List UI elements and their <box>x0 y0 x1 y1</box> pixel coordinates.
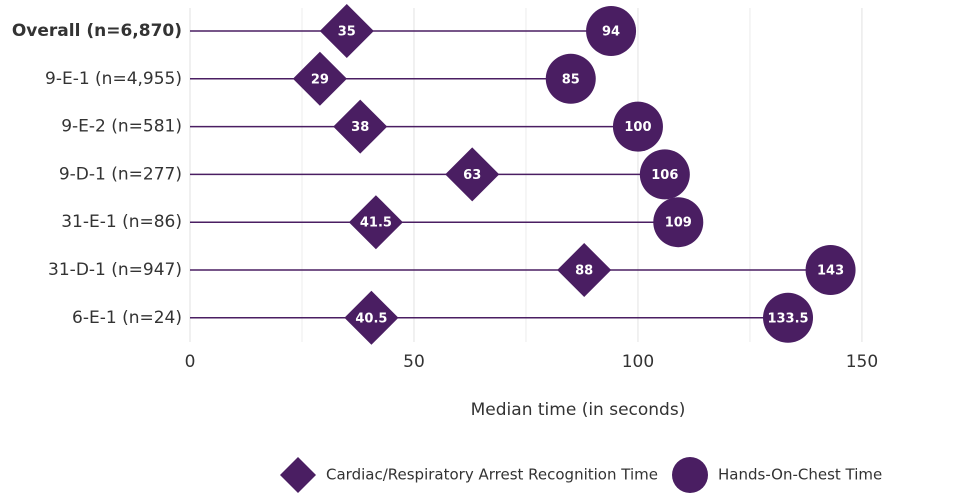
y-tick-label: 31-D-1 (n=947) <box>48 260 182 280</box>
x-tick-label: 0 <box>185 352 196 372</box>
y-tick-label: 31-E-1 (n=86) <box>61 212 182 232</box>
circle-marker <box>653 197 704 248</box>
circle-marker <box>586 6 637 56</box>
value-label: 40.5 <box>355 311 387 326</box>
circle-marker <box>805 245 856 295</box>
circle-marker <box>763 292 814 343</box>
x-tick-label: 150 <box>846 352 878 372</box>
diamond-marker <box>344 290 399 345</box>
value-label: 109 <box>665 216 692 231</box>
legend-marker <box>280 457 316 493</box>
legend-marker <box>672 457 708 493</box>
value-label: 29 <box>311 72 329 87</box>
value-label: 85 <box>562 72 580 87</box>
value-label: 94 <box>602 25 620 40</box>
diamond-marker <box>348 195 403 250</box>
x-axis-title: Median time (in seconds) <box>471 400 686 420</box>
diamond-marker <box>292 51 347 106</box>
y-tick-label: 9-D-1 (n=277) <box>59 164 182 184</box>
value-label: 133.5 <box>767 311 808 326</box>
value-label: 88 <box>575 264 593 279</box>
diamond-marker <box>333 99 388 154</box>
x-tick-label: 100 <box>622 352 654 372</box>
value-label: 143 <box>817 264 844 279</box>
y-tick-label: Overall (n=6,870) <box>12 21 182 41</box>
x-tick-label: 50 <box>403 352 425 372</box>
y-tick-label: 9-E-2 (n=581) <box>61 117 182 137</box>
circle-marker <box>612 101 663 152</box>
y-tick-label: 9-E-1 (n=4,955) <box>45 69 182 89</box>
legend-label: Hands-On-Chest Time <box>718 466 882 484</box>
value-label: 100 <box>624 120 651 135</box>
value-label: 38 <box>351 120 369 135</box>
circle-marker <box>639 149 690 200</box>
diamond-marker <box>319 4 374 58</box>
legend-label: Cardiac/Respiratory Arrest Recognition T… <box>326 466 658 484</box>
y-tick-label: 6-E-1 (n=24) <box>72 308 182 328</box>
diamond-marker <box>445 147 500 202</box>
diamond-marker <box>557 243 612 297</box>
value-label: 63 <box>463 168 481 183</box>
value-label: 35 <box>338 25 356 40</box>
circle-marker <box>545 53 596 104</box>
value-label: 41.5 <box>360 216 392 231</box>
value-label: 106 <box>651 168 678 183</box>
